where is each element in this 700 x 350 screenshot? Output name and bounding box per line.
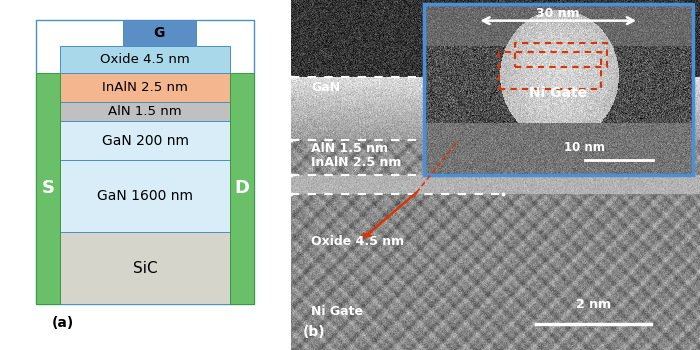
- Text: AlN 1.5 nm: AlN 1.5 nm: [311, 142, 388, 155]
- Bar: [36, 72, 60, 304]
- Bar: [60, 232, 230, 304]
- Bar: [230, 72, 254, 304]
- Text: 2 nm: 2 nm: [576, 299, 611, 312]
- Text: InAlN 2.5 nm: InAlN 2.5 nm: [102, 80, 188, 94]
- Bar: [60, 121, 230, 160]
- Text: Oxide 4.5 nm: Oxide 4.5 nm: [100, 52, 190, 65]
- Text: Oxide 4.5 nm: Oxide 4.5 nm: [311, 235, 404, 248]
- Text: (a): (a): [52, 316, 74, 330]
- Text: (b): (b): [303, 326, 326, 340]
- Text: D: D: [234, 180, 250, 197]
- Text: GaN 200 nm: GaN 200 nm: [102, 134, 189, 148]
- Text: GaN 1600 nm: GaN 1600 nm: [97, 189, 193, 203]
- Bar: [60, 72, 230, 102]
- Bar: [60, 46, 230, 72]
- Text: 30 nm: 30 nm: [536, 7, 580, 20]
- Text: Ni Gate: Ni Gate: [311, 305, 363, 318]
- Text: S: S: [42, 180, 55, 197]
- Text: G: G: [154, 26, 165, 40]
- Bar: [36, 20, 254, 304]
- Text: SiC: SiC: [133, 261, 158, 276]
- Bar: [515, 43, 607, 67]
- Text: GaN: GaN: [311, 81, 340, 94]
- Text: 10 nm: 10 nm: [564, 141, 605, 154]
- Text: AlN 1.5 nm: AlN 1.5 nm: [108, 105, 182, 118]
- Bar: [122, 20, 196, 46]
- Bar: [499, 51, 601, 89]
- Text: Ni Gate: Ni Gate: [529, 86, 587, 100]
- Text: InAlN 2.5 nm: InAlN 2.5 nm: [311, 156, 401, 169]
- Bar: [60, 160, 230, 232]
- Bar: [60, 102, 230, 121]
